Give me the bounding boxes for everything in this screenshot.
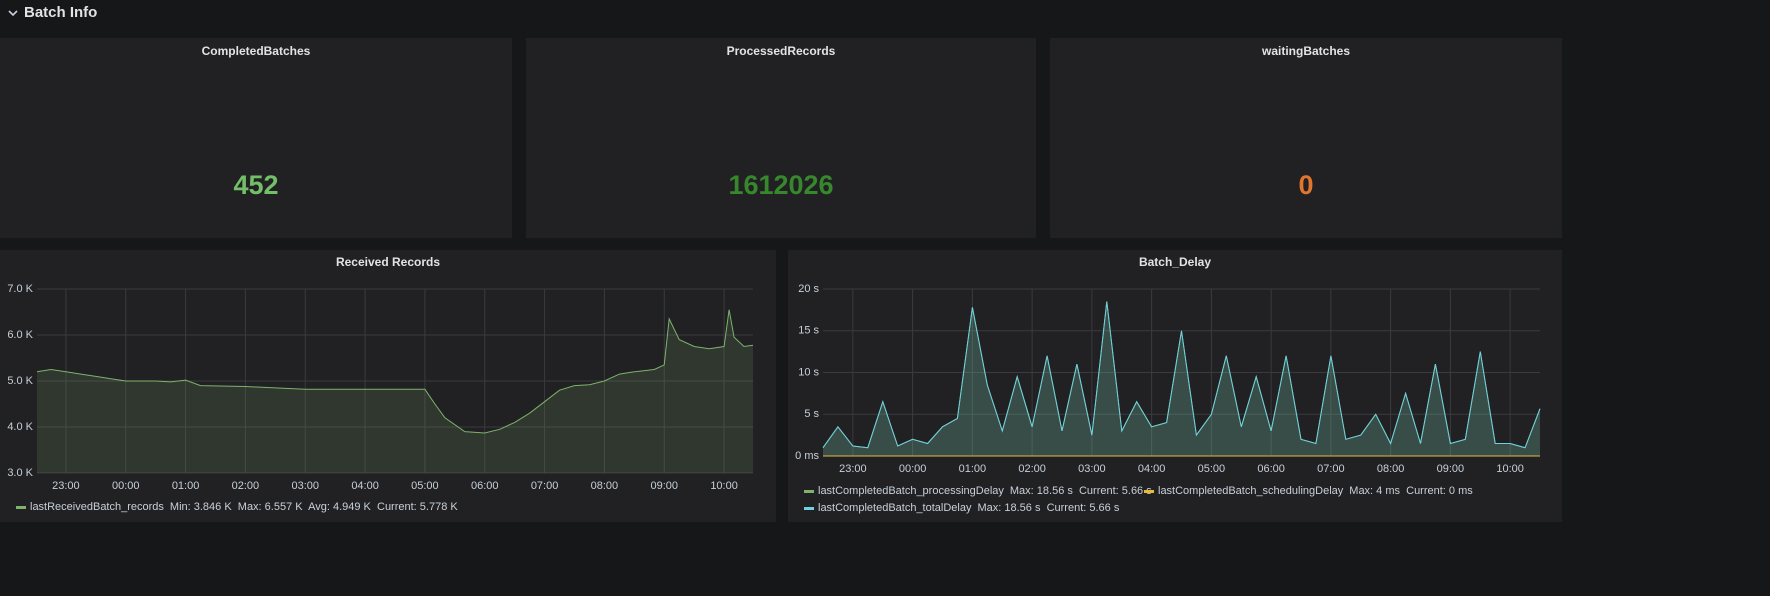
x-tick-label: 03:00 (291, 480, 319, 492)
x-tick-label: 05:00 (411, 480, 439, 492)
y-tick-label: 20 s (798, 283, 819, 295)
series-area (37, 309, 753, 473)
legend-name: lastCompletedBatch_processingDelay (818, 485, 1004, 497)
x-tick-label: 06:00 (471, 480, 499, 492)
row-title: Batch Info (24, 4, 98, 21)
stat-title: ProcessedRecords (726, 44, 836, 58)
x-tick-label: 07:00 (1317, 463, 1345, 475)
x-tick-label: 08:00 (591, 480, 619, 492)
panel-title: Batch_Delay (1139, 255, 1211, 269)
stat-panel: CompletedBatches 452 (0, 38, 512, 238)
x-tick-label: 01:00 (959, 463, 987, 475)
graph-panel: Batch_Delay 20 s 15 s 10 s 5 s 0 ms 23:00 00:00… (788, 250, 1562, 522)
x-tick-label: 04:00 (351, 480, 379, 492)
y-tick-label: 4.0 K (7, 421, 33, 433)
x-tick-label: 23:00 (839, 463, 867, 475)
legend-swatch (804, 490, 814, 493)
series-area (823, 301, 1540, 456)
y-tick-label: 5.0 K (7, 375, 33, 387)
legend-name: lastCompletedBatch_totalDelay (818, 502, 972, 514)
stat-value: 452 (233, 170, 279, 200)
y-tick-label: 15 s (798, 325, 819, 337)
x-tick-label: 05:00 (1198, 463, 1226, 475)
legend-stats: Max: 4 ms Current: 0 ms (1349, 485, 1473, 497)
x-tick-label: 09:00 (650, 480, 678, 492)
x-tick-label: 08:00 (1377, 463, 1405, 475)
x-tick-label: 06:00 (1257, 463, 1285, 475)
y-tick-label: 7.0 K (7, 283, 33, 295)
series-line (822, 301, 1541, 449)
series-line (36, 309, 754, 434)
x-tick-label: 10:00 (1496, 463, 1524, 475)
stat-panel: ProcessedRecords 1612026 (526, 38, 1036, 238)
stat-value: 1612026 (728, 170, 834, 200)
x-tick-label: 10:00 (710, 480, 738, 492)
x-tick-label: 02:00 (232, 480, 260, 492)
x-tick-label: 04:00 (1138, 463, 1166, 475)
x-tick-label: 03:00 (1078, 463, 1106, 475)
y-tick-label: 5 s (804, 408, 819, 420)
legend-stats: Max: 18.56 s Current: 5.66 s (1010, 485, 1152, 497)
y-tick-label: 0 ms (795, 450, 819, 462)
y-tick-label: 10 s (798, 366, 819, 378)
legend-swatch (1144, 490, 1154, 493)
panel-title: Received Records (336, 255, 440, 269)
x-tick-label: 00:00 (899, 463, 927, 475)
y-tick-label: 3.0 K (7, 467, 33, 479)
graph-panel: Received Records 7.0 K 6.0 K 5.0 K 4.0 K 3.0 … (0, 250, 776, 522)
x-tick-label: 09:00 (1437, 463, 1465, 475)
stat-value: 0 (1298, 170, 1314, 200)
stat-panel: waitingBatches 0 (1050, 38, 1562, 238)
stat-title: CompletedBatches (201, 44, 311, 58)
legend-swatch (16, 506, 26, 509)
legend-stats: Min: 3.846 K Max: 6.557 K Avg: 4.949 K C… (170, 501, 458, 513)
x-tick-label: 01:00 (172, 480, 200, 492)
legend-name: lastReceivedBatch_records (30, 501, 164, 513)
legend-name: lastCompletedBatch_schedulingDelay (1158, 485, 1344, 497)
x-tick-label: 07:00 (531, 480, 559, 492)
x-tick-label: 02:00 (1018, 463, 1046, 475)
legend-swatch (804, 507, 814, 510)
legend-stats: Max: 18.56 s Current: 5.66 s (977, 502, 1119, 514)
chevron (8, 9, 18, 16)
y-tick-label: 6.0 K (7, 329, 33, 341)
x-tick-label: 00:00 (112, 480, 140, 492)
row-header[interactable]: Batch Info (8, 4, 97, 21)
stat-title: waitingBatches (1261, 44, 1351, 58)
x-tick-label: 23:00 (52, 480, 80, 492)
series-area (823, 301, 1540, 456)
